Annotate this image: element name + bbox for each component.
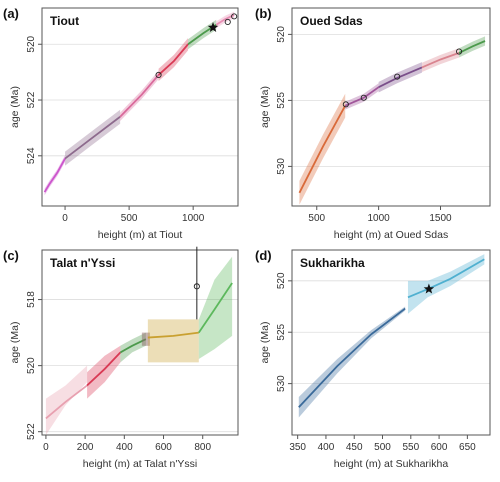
star-marker (207, 22, 219, 32)
circle-marker (360, 94, 367, 101)
star-marker (423, 283, 435, 294)
series-line (344, 86, 380, 107)
panel-c: 0 200 400 600 800 518 520 522 height (m) at Tala… (3, 246, 239, 470)
circle-marker (231, 13, 238, 20)
series-line (45, 384, 88, 420)
circle-marker (342, 101, 349, 108)
x-tick-label: 600 (431, 442, 448, 453)
y-axis-label: age (Ma) (259, 321, 271, 363)
x-tick-label: 800 (194, 442, 211, 453)
series-line (198, 282, 233, 334)
panel-a: 0 500 1000 520 522 524 height (m) at Tiout age … (3, 6, 239, 241)
series-line (378, 66, 423, 89)
y-tick-label: 520 (276, 272, 287, 289)
y-tick-label: 520 (276, 26, 287, 43)
series-line (64, 116, 121, 160)
y-tick-label: 522 (26, 423, 37, 440)
uncertainty-band (298, 306, 406, 418)
x-tick-label: 400 (318, 442, 335, 453)
y-tick-label: 518 (26, 291, 37, 308)
circle-marker (193, 283, 200, 290)
y-axis-label: age (Ma) (259, 86, 271, 128)
panel-b: 500 1000 1500 520 525 530 height (m) at Oued S… (255, 6, 491, 241)
series-line (119, 74, 160, 118)
panel-label: (c) (3, 248, 19, 263)
x-axis-label: height (m) at Sukharikha (334, 458, 449, 470)
site-title: Talat n'Yssi (50, 256, 115, 270)
plot-frame (41, 249, 239, 436)
uncertainty-band (141, 332, 150, 346)
series-line (119, 338, 147, 354)
x-axis-label: height (m) at Talat n'Yssi (83, 458, 197, 470)
site-title: Oued Sdas (300, 14, 363, 28)
x-tick-label: 500 (308, 213, 325, 224)
panel-label: (b) (255, 6, 272, 21)
plot-frame (41, 7, 239, 207)
x-tick-label: 600 (155, 442, 172, 453)
circle-marker (224, 18, 231, 25)
series-line (407, 258, 485, 299)
series-line (298, 307, 406, 408)
y-tick-label: 524 (26, 147, 37, 164)
x-tick-label: 650 (459, 442, 476, 453)
circle-marker (394, 73, 401, 80)
x-tick-label: 450 (346, 442, 363, 453)
panels: 0 500 1000 520 522 524 height (m) at Tiout age … (3, 6, 491, 470)
x-tick-label: 550 (402, 442, 419, 453)
y-tick-label: 522 (26, 91, 37, 108)
x-axis-label: height (m) at Tiout (98, 229, 183, 241)
plot-frame (291, 249, 491, 436)
circle-marker (155, 71, 162, 78)
x-tick-label: 0 (43, 442, 49, 453)
x-tick-label: 500 (374, 442, 391, 453)
y-axis-label: age (Ma) (9, 86, 21, 128)
y-tick-label: 525 (276, 92, 287, 109)
x-tick-label: 200 (77, 442, 94, 453)
series-line (458, 40, 486, 54)
x-axis-label: height (m) at Oued Sdas (334, 229, 448, 241)
series-line (43, 158, 66, 193)
y-tick-label: 530 (276, 375, 287, 392)
x-tick-label: 0 (62, 213, 68, 224)
x-tick-label: 350 (289, 442, 306, 453)
x-tick-label: 1000 (182, 213, 205, 224)
y-tick-label: 530 (276, 158, 287, 175)
series-line (421, 52, 460, 69)
series-line (147, 331, 199, 339)
y-tick-label: 525 (276, 323, 287, 340)
panel-label: (d) (255, 248, 272, 263)
series-line (298, 105, 347, 194)
x-tick-label: 500 (121, 213, 138, 224)
uncertainty-band (147, 319, 199, 363)
uncertainty-band (120, 332, 146, 363)
y-axis-label: age (Ma) (9, 321, 21, 363)
y-tick-label: 520 (26, 35, 37, 52)
series-line (86, 351, 122, 387)
plot-frame (291, 7, 491, 207)
y-tick-label: 520 (26, 357, 37, 374)
site-title: Tiout (50, 14, 79, 28)
panel-label: (a) (3, 6, 19, 21)
panel-d: 350 400 450 500 550 600 650 520 525 530 height (m)… (255, 248, 491, 470)
x-tick-label: 1000 (368, 213, 391, 224)
uncertainty-band (87, 345, 121, 399)
uncertainty-band (158, 38, 189, 82)
site-title: Sukharikha (300, 256, 365, 270)
x-tick-label: 1500 (429, 213, 452, 224)
circle-marker (456, 48, 463, 55)
series-line (157, 43, 189, 76)
x-tick-label: 400 (116, 442, 133, 453)
uncertainty-band (407, 254, 485, 314)
